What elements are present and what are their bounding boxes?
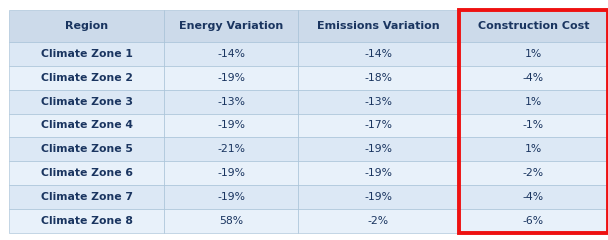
Text: -4%: -4%: [523, 73, 544, 83]
Text: Climate Zone 6: Climate Zone 6: [41, 168, 133, 178]
FancyBboxPatch shape: [164, 161, 298, 185]
FancyBboxPatch shape: [459, 185, 608, 209]
FancyBboxPatch shape: [459, 66, 608, 90]
FancyBboxPatch shape: [164, 90, 298, 114]
Text: -17%: -17%: [364, 120, 393, 131]
Text: -19%: -19%: [217, 168, 245, 178]
FancyBboxPatch shape: [9, 42, 164, 66]
Text: Construction Cost: Construction Cost: [478, 21, 589, 31]
Text: 58%: 58%: [219, 216, 243, 226]
FancyBboxPatch shape: [298, 42, 459, 66]
FancyBboxPatch shape: [298, 209, 459, 233]
FancyBboxPatch shape: [164, 137, 298, 161]
FancyBboxPatch shape: [9, 185, 164, 209]
FancyBboxPatch shape: [9, 137, 164, 161]
FancyBboxPatch shape: [298, 90, 459, 114]
FancyBboxPatch shape: [9, 161, 164, 185]
Text: -21%: -21%: [217, 144, 245, 154]
Text: -19%: -19%: [217, 73, 245, 83]
Text: -14%: -14%: [364, 49, 393, 59]
Text: -19%: -19%: [217, 120, 245, 131]
Text: -19%: -19%: [364, 192, 393, 202]
Text: -13%: -13%: [217, 97, 245, 107]
Text: Climate Zone 2: Climate Zone 2: [41, 73, 133, 83]
FancyBboxPatch shape: [459, 137, 608, 161]
Text: -1%: -1%: [523, 120, 544, 131]
FancyBboxPatch shape: [298, 114, 459, 137]
FancyBboxPatch shape: [9, 90, 164, 114]
Text: Climate Zone 5: Climate Zone 5: [41, 144, 133, 154]
FancyBboxPatch shape: [164, 66, 298, 90]
FancyBboxPatch shape: [459, 161, 608, 185]
Text: -2%: -2%: [523, 168, 544, 178]
FancyBboxPatch shape: [164, 114, 298, 137]
FancyBboxPatch shape: [459, 90, 608, 114]
FancyBboxPatch shape: [164, 10, 298, 42]
FancyBboxPatch shape: [298, 137, 459, 161]
Text: -18%: -18%: [364, 73, 393, 83]
Text: -19%: -19%: [364, 144, 393, 154]
Text: Region: Region: [65, 21, 108, 31]
FancyBboxPatch shape: [298, 10, 459, 42]
FancyBboxPatch shape: [9, 114, 164, 137]
Text: -6%: -6%: [523, 216, 544, 226]
Text: Climate Zone 3: Climate Zone 3: [41, 97, 133, 107]
Text: -4%: -4%: [523, 192, 544, 202]
FancyBboxPatch shape: [298, 66, 459, 90]
Text: 1%: 1%: [525, 49, 542, 59]
Text: Energy Variation: Energy Variation: [179, 21, 283, 31]
Text: Emissions Variation: Emissions Variation: [317, 21, 440, 31]
FancyBboxPatch shape: [459, 114, 608, 137]
Text: Climate Zone 1: Climate Zone 1: [41, 49, 133, 59]
Text: -19%: -19%: [364, 168, 393, 178]
FancyBboxPatch shape: [298, 161, 459, 185]
FancyBboxPatch shape: [459, 10, 608, 42]
FancyBboxPatch shape: [9, 209, 164, 233]
FancyBboxPatch shape: [9, 10, 164, 42]
Text: -2%: -2%: [368, 216, 389, 226]
FancyBboxPatch shape: [164, 209, 298, 233]
FancyBboxPatch shape: [164, 42, 298, 66]
FancyBboxPatch shape: [298, 185, 459, 209]
FancyBboxPatch shape: [164, 185, 298, 209]
FancyBboxPatch shape: [459, 42, 608, 66]
Text: 1%: 1%: [525, 144, 542, 154]
Text: Climate Zone 4: Climate Zone 4: [41, 120, 133, 131]
Text: -13%: -13%: [364, 97, 393, 107]
Text: Climate Zone 7: Climate Zone 7: [41, 192, 133, 202]
Text: 1%: 1%: [525, 97, 542, 107]
Text: Climate Zone 8: Climate Zone 8: [41, 216, 133, 226]
Text: -19%: -19%: [217, 192, 245, 202]
Text: -14%: -14%: [217, 49, 245, 59]
FancyBboxPatch shape: [459, 209, 608, 233]
FancyBboxPatch shape: [9, 66, 164, 90]
